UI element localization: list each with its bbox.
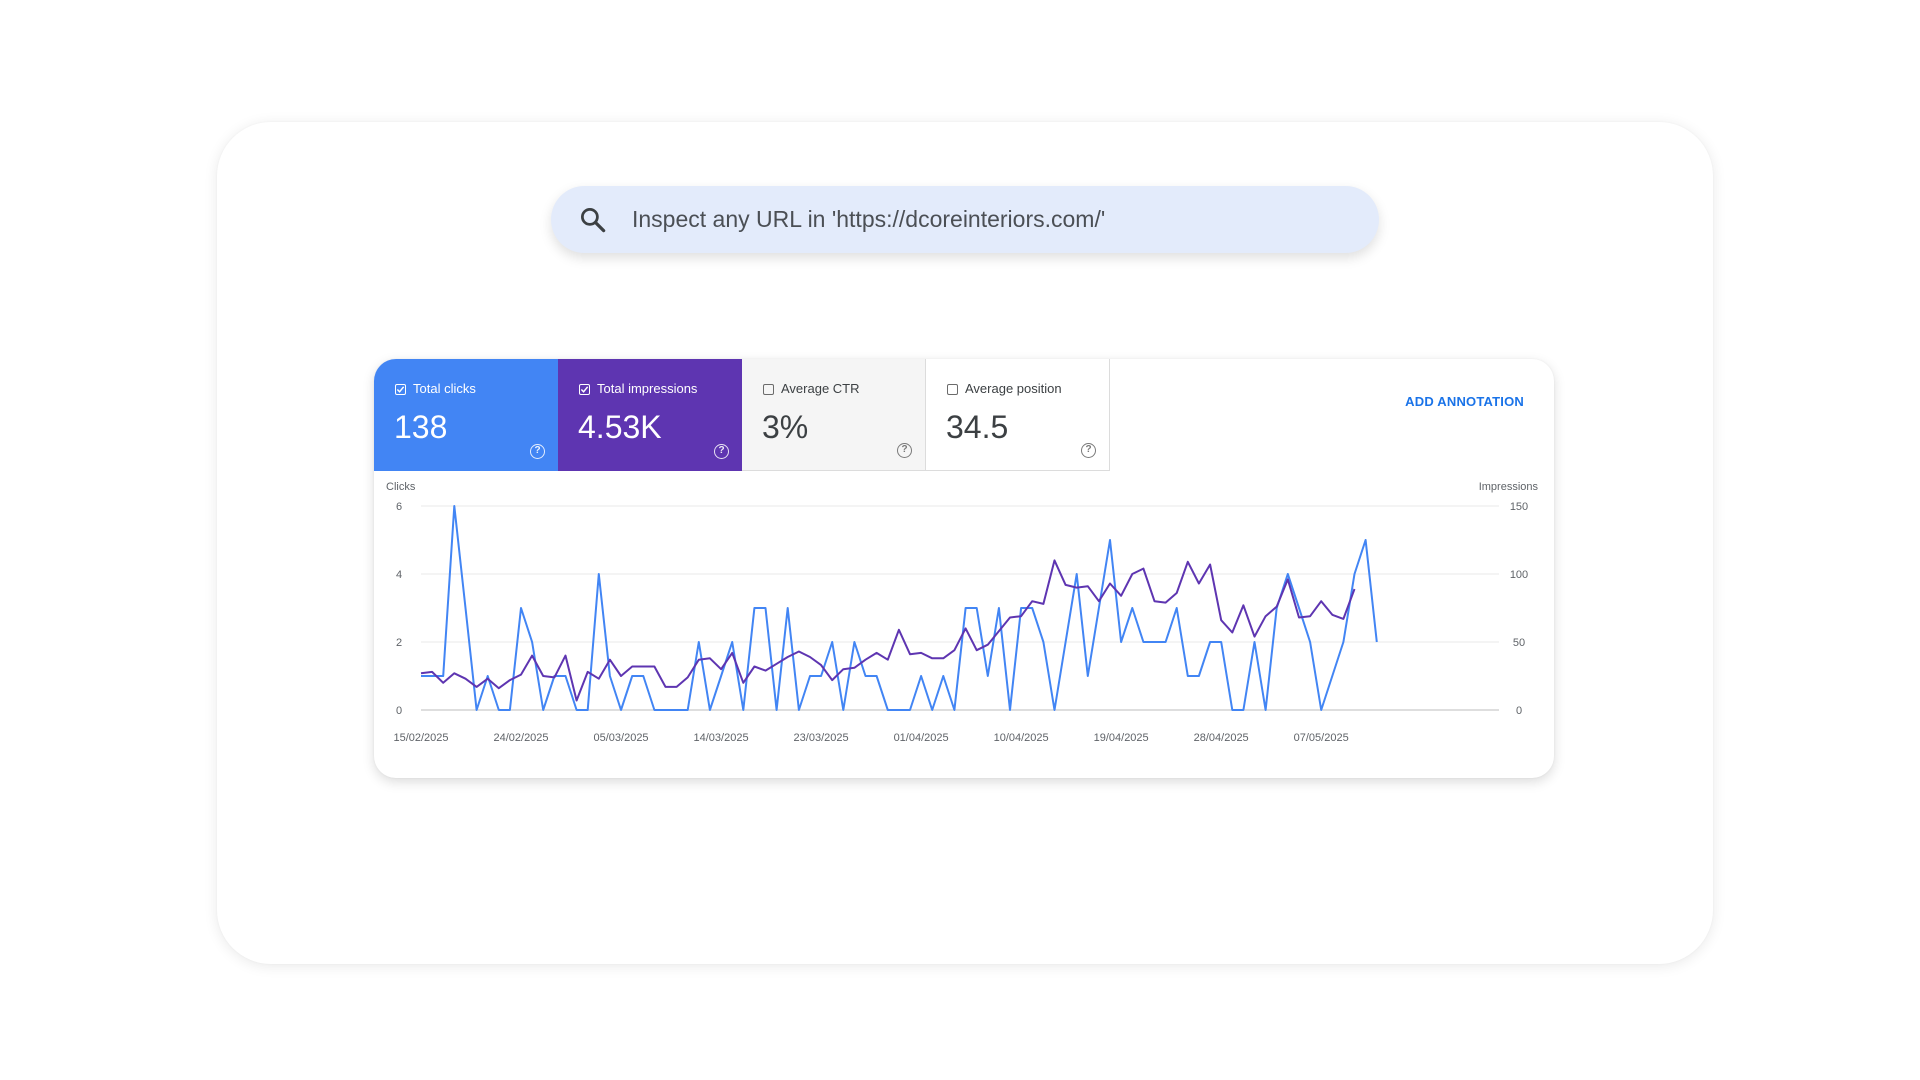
x-tick-label: 01/04/2025: [894, 732, 949, 744]
y-left-tick-label: 2: [396, 637, 402, 649]
series-line-impressions: [420, 559, 1356, 702]
y-right-tick-label: 100: [1510, 569, 1528, 581]
x-tick-label: 28/04/2025: [1194, 732, 1249, 744]
x-tick-label: 14/03/2025: [694, 732, 749, 744]
y-left-tick-label: 4: [396, 569, 402, 581]
metric-average-position[interactable]: Average position 34.5 ?: [926, 359, 1110, 471]
y-right-tick-label: 150: [1510, 501, 1528, 513]
metric-average-ctr[interactable]: Average CTR 3% ?: [742, 359, 926, 471]
metric-label: Average CTR: [781, 381, 860, 396]
search-input-placeholder[interactable]: Inspect any URL in 'https://dcoreinterio…: [632, 206, 1106, 232]
metric-total-impressions[interactable]: Total impressions 4.53K ?: [558, 359, 742, 471]
metric-label: Total impressions: [597, 381, 698, 396]
x-tick-label: 05/03/2025: [594, 732, 649, 744]
y-right-tick-label: 0: [1516, 705, 1522, 717]
x-tick-label: 15/02/2025: [393, 732, 448, 744]
add-annotation-button[interactable]: ADD ANNOTATION: [1405, 394, 1524, 409]
x-tick-label: 24/02/2025: [493, 732, 548, 744]
x-tick-label: 19/04/2025: [1094, 732, 1149, 744]
y-left-tick-label: 6: [396, 501, 402, 513]
search-icon: [578, 205, 608, 235]
url-inspection-search-bar[interactable]: Inspect any URL in 'https://dcoreinterio…: [551, 186, 1379, 253]
help-icon[interactable]: ?: [530, 444, 545, 459]
checkbox-unchecked-icon[interactable]: [947, 384, 958, 395]
x-tick-label: 07/05/2025: [1294, 732, 1349, 744]
metric-label: Average position: [965, 381, 1062, 396]
x-tick-label: 23/03/2025: [794, 732, 849, 744]
y-left-tick-label: 0: [396, 705, 402, 717]
checkbox-checked-icon[interactable]: [395, 384, 406, 395]
metric-value: 34.5: [946, 409, 1009, 445]
y-axis-label-impressions: Impressions: [1479, 481, 1539, 493]
performance-card: Total clicks 138 ? Total impressions 4.5…: [374, 359, 1554, 778]
metric-value: 3%: [762, 409, 809, 445]
y-axis-label-clicks: Clicks: [386, 481, 416, 493]
y-right-tick-label: 50: [1513, 637, 1525, 649]
help-icon[interactable]: ?: [897, 443, 912, 458]
series-line-clicks: [421, 505, 1378, 711]
metric-total-clicks[interactable]: Total clicks 138 ?: [374, 359, 558, 471]
x-tick-label: 10/04/2025: [994, 732, 1049, 744]
metric-value: 138: [394, 409, 448, 445]
checkbox-checked-icon[interactable]: [579, 384, 590, 395]
performance-chart: 0 0 2 50 4 100 6 150 Clicks Impressions 15/02/2025…: [386, 481, 1539, 744]
checkbox-unchecked-icon[interactable]: [763, 384, 774, 395]
metric-label: Total clicks: [413, 381, 476, 396]
help-icon[interactable]: ?: [1081, 443, 1096, 458]
metric-value: 4.53K: [578, 409, 662, 445]
help-icon[interactable]: ?: [714, 444, 729, 459]
